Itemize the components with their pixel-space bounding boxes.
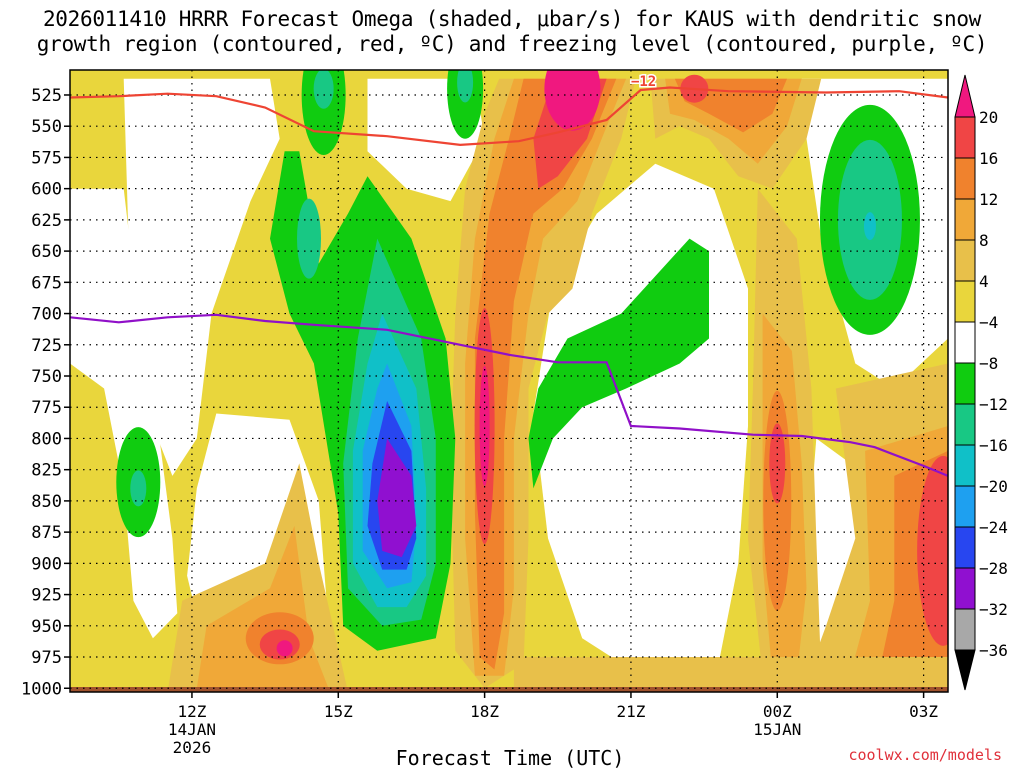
- colorbar-swatch-7: [954, 403, 976, 446]
- y-tick-label-700: 700: [31, 305, 62, 325]
- colorbar-swatch-9: [954, 485, 976, 528]
- shade-neg8-upper-18z: [457, 70, 474, 103]
- x-tick-label-18Z: 18Z: [470, 702, 499, 721]
- shade-pos12-column-18z: [474, 78, 617, 670]
- colorbar-swatch-11: [954, 567, 976, 610]
- colorbar-swatch-1: [954, 157, 976, 200]
- shade-neg4-center-21z: [528, 238, 709, 489]
- colorbar-bottom-arrow: [954, 649, 976, 691]
- x-tick-year-12Z: 2026: [173, 738, 212, 757]
- colorbar-label-6: −8: [979, 354, 998, 373]
- shade-pos20-lower-left: [276, 640, 293, 657]
- chart-title-line-2: growth region (contoured, red, ºC) and f…: [36, 32, 988, 56]
- x-tick-date-00Z: 15JAN: [753, 720, 801, 739]
- y-tick-label-950: 950: [31, 617, 62, 637]
- shade-pos16-band-00z: [769, 423, 786, 504]
- colorbar-swatch-8: [954, 444, 976, 487]
- x-tick-label-15Z: 15Z: [324, 702, 353, 721]
- colorbar-swatch-2: [954, 198, 976, 241]
- dgz-minus12-line: [70, 86, 948, 147]
- chart-title-line-1: 2026011410 HRRR Forecast Omega (shaded, …: [42, 7, 982, 31]
- colorbar-label-1: 16: [979, 149, 998, 168]
- colorbar-swatch-0: [954, 116, 976, 159]
- colorbar-label-5: −4: [979, 313, 998, 332]
- y-tick-label-650: 650: [31, 242, 62, 262]
- shade-neg4-upper-14z: [301, 70, 346, 155]
- colorbar-label-0: 20: [979, 108, 998, 127]
- shade-neg12-right-02z: [863, 212, 876, 241]
- colorbar-swatch-5: [954, 321, 976, 364]
- dgz-line-label: −12: [631, 74, 656, 90]
- x-axis-label: Forecast Time (UTC): [396, 746, 625, 768]
- ground-surface: [70, 687, 948, 692]
- colorbar-swatch-3: [954, 239, 976, 282]
- y-tick-label-600: 600: [31, 180, 62, 200]
- y-tick-label-525: 525: [31, 86, 62, 106]
- shade-neg8-left-11z: [130, 470, 147, 507]
- y-tick-label-775: 775: [31, 398, 62, 418]
- y-tick-label-875: 875: [31, 523, 62, 543]
- y-tick-label-575: 575: [31, 148, 62, 168]
- colorbar-label-3: 8: [979, 231, 989, 250]
- shade-neg4-upper-18z: [447, 70, 484, 139]
- colorbar-top-arrow: [954, 74, 976, 118]
- colorbar-label-12: −32: [979, 600, 1008, 619]
- x-tick-label-00Z: 00Z: [763, 702, 792, 721]
- x-tick-label-12Z: 12Z: [177, 702, 206, 721]
- shade-white-upper-left: [123, 78, 280, 476]
- y-tick-label-925: 925: [31, 586, 62, 606]
- y-tick-label-975: 975: [31, 648, 62, 668]
- colorbar-swatch-10: [954, 526, 976, 569]
- colorbar-label-13: −36: [979, 641, 1008, 660]
- x-tick-date-12Z: 14JAN: [168, 720, 216, 739]
- colorbar-swatch-6: [954, 362, 976, 405]
- shade-pos16-lower-right: [917, 455, 948, 646]
- colorbar-label-10: −24: [979, 518, 1008, 537]
- y-tick-label-750: 750: [31, 367, 62, 387]
- y-tick-label-850: 850: [31, 492, 62, 512]
- y-tick-label-900: 900: [31, 554, 62, 574]
- y-tick-label-675: 675: [31, 273, 62, 293]
- colorbar-swatch-4: [954, 280, 976, 323]
- colorbar-label-4: 4: [979, 272, 989, 291]
- x-tick-label-03Z: 03Z: [909, 702, 938, 721]
- shade-neg8-upper-14z: [313, 70, 334, 109]
- y-tick-label-825: 825: [31, 461, 62, 481]
- colorbar-label-9: −20: [979, 477, 1008, 496]
- y-tick-label-800: 800: [31, 429, 62, 449]
- plot-frame: [69, 69, 949, 693]
- shade-pos20-upper-20z: [544, 70, 601, 131]
- shade-pos20-column-18z: [479, 365, 490, 486]
- y-tick-label-1000: 1000: [21, 679, 62, 699]
- colorbar: 20 16 12 8 4 −4 −8 −12 −16 −20 −24 −28 −32 −36: [954, 74, 1008, 691]
- y-tick-label-725: 725: [31, 336, 62, 356]
- colorbar-label-2: 12: [979, 190, 998, 209]
- freezing-level-line: [70, 313, 948, 477]
- colorbar-label-8: −16: [979, 436, 1008, 455]
- plot-area: −12: [70, 70, 948, 692]
- y-tick-label-550: 550: [31, 117, 62, 137]
- colorbar-swatch-12: [954, 608, 976, 651]
- shade-neg8-left-core: [297, 198, 322, 279]
- shade-pos4-bottom-band: [513, 657, 948, 692]
- credit-link[interactable]: coolwx.com/models: [848, 746, 1002, 764]
- shade-neg28-core-16z: [386, 482, 407, 519]
- y-tick-label-625: 625: [31, 211, 62, 231]
- colorbar-label-7: −12: [979, 395, 1008, 414]
- colorbar-label-11: −28: [979, 559, 1008, 578]
- x-tick-label-21Z: 21Z: [616, 702, 645, 721]
